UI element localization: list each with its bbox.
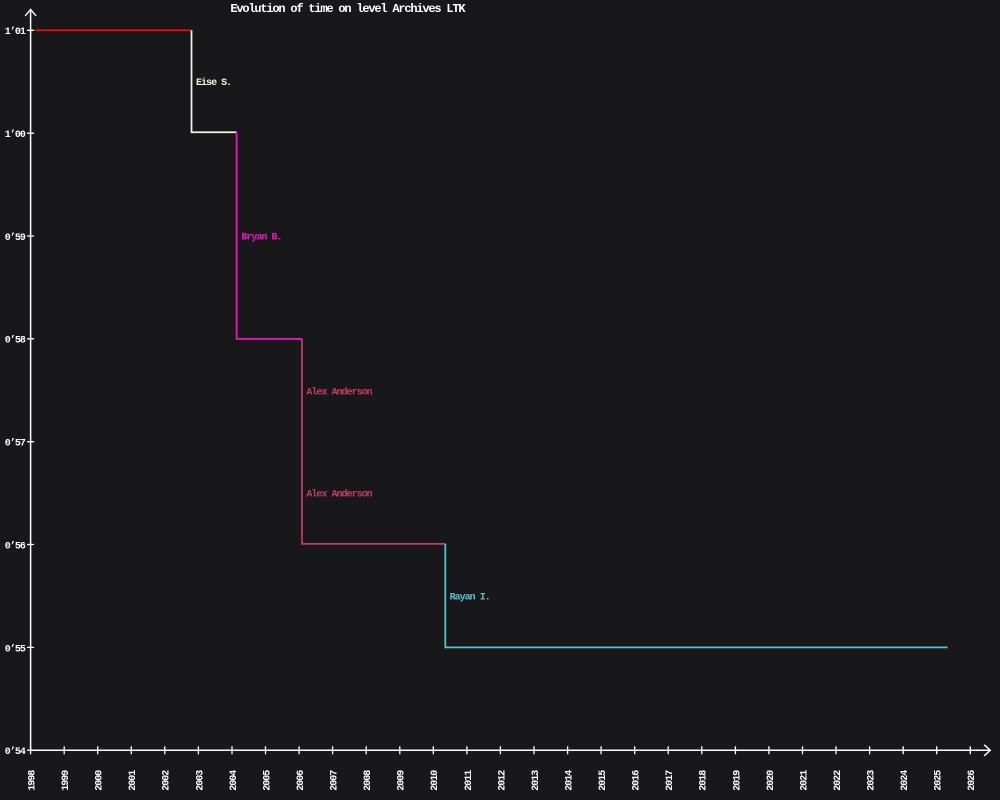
svg-text:2013: 2013 bbox=[531, 770, 542, 791]
svg-text:1’00: 1’00 bbox=[5, 129, 26, 141]
svg-text:2017: 2017 bbox=[665, 770, 676, 791]
svg-text:2015: 2015 bbox=[598, 770, 609, 791]
svg-text:0’58: 0’58 bbox=[5, 335, 26, 347]
svg-text:1999: 1999 bbox=[61, 770, 72, 791]
svg-text:Eise S.: Eise S. bbox=[196, 77, 231, 89]
svg-text:2010: 2010 bbox=[430, 770, 441, 791]
svg-text:0’55: 0’55 bbox=[5, 643, 26, 655]
svg-text:2025: 2025 bbox=[934, 770, 945, 791]
svg-text:2000: 2000 bbox=[95, 770, 106, 791]
svg-text:2019: 2019 bbox=[732, 770, 743, 791]
svg-text:2021: 2021 bbox=[799, 770, 810, 791]
svg-text:2020: 2020 bbox=[766, 770, 777, 791]
svg-text:2004: 2004 bbox=[229, 770, 240, 791]
svg-text:2005: 2005 bbox=[262, 770, 273, 791]
svg-text:2024: 2024 bbox=[900, 770, 911, 791]
svg-text:2001: 2001 bbox=[128, 770, 139, 791]
svg-text:0’54: 0’54 bbox=[5, 746, 26, 758]
svg-text:2018: 2018 bbox=[699, 770, 710, 791]
svg-text:Bryan B.: Bryan B. bbox=[241, 233, 281, 244]
svg-text:2009: 2009 bbox=[397, 770, 408, 791]
svg-text:2026: 2026 bbox=[967, 770, 978, 791]
svg-text:2003: 2003 bbox=[195, 770, 206, 791]
svg-text:2016: 2016 bbox=[632, 770, 643, 791]
svg-text:1’01: 1’01 bbox=[5, 26, 26, 38]
svg-text:1998: 1998 bbox=[28, 770, 39, 791]
svg-text:2011: 2011 bbox=[464, 770, 475, 791]
svg-text:Alex Anderson: Alex Anderson bbox=[306, 488, 372, 500]
svg-text:2014: 2014 bbox=[565, 770, 576, 791]
svg-text:2006: 2006 bbox=[296, 770, 307, 791]
svg-text:Alex Anderson: Alex Anderson bbox=[306, 386, 372, 398]
svg-text:2022: 2022 bbox=[833, 770, 844, 791]
svg-text:Rayan I.: Rayan I. bbox=[450, 593, 490, 604]
svg-text:2002: 2002 bbox=[162, 770, 173, 791]
svg-text:2007: 2007 bbox=[330, 770, 341, 791]
svg-text:Evolution of time on level Arc: Evolution of time on level Archives LTK bbox=[230, 2, 466, 16]
svg-text:2012: 2012 bbox=[497, 770, 508, 791]
svg-text:2023: 2023 bbox=[867, 770, 878, 791]
svg-text:2008: 2008 bbox=[363, 770, 374, 791]
svg-text:0’59: 0’59 bbox=[5, 232, 26, 244]
svg-text:0’56: 0’56 bbox=[5, 540, 26, 552]
svg-text:0’57: 0’57 bbox=[5, 438, 26, 450]
